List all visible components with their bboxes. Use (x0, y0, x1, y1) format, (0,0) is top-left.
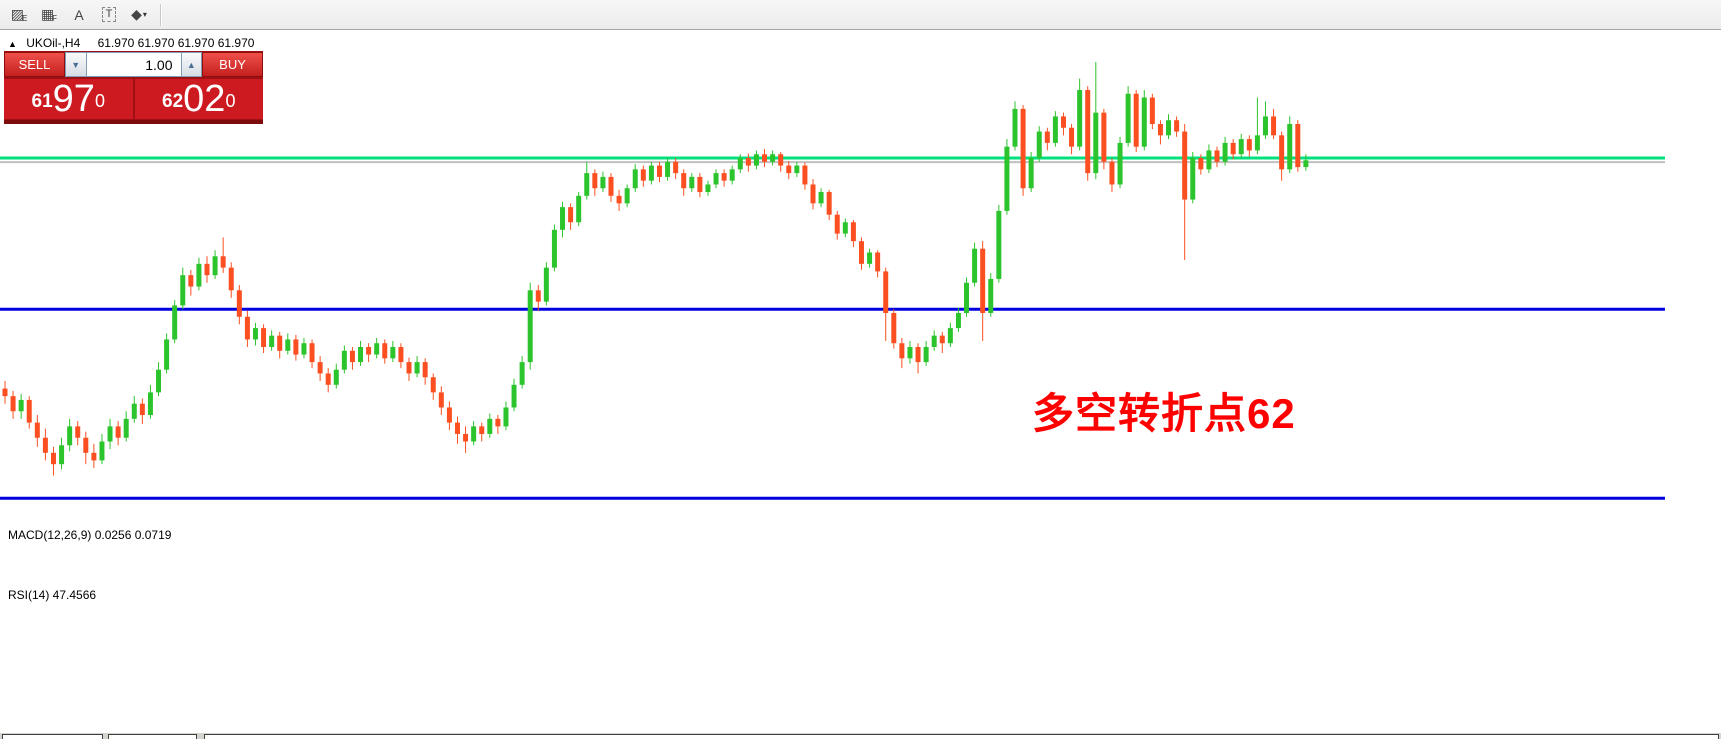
text-label-glyph: A (74, 6, 84, 23)
grid-glyph: ▦ (40, 6, 55, 22)
toolbar: ▨ E ▦ F A T ◆ ▾ (0, 0, 1721, 30)
volume-increase-button[interactable]: ▲ (180, 52, 203, 77)
ohlc-quotes: 61.970 61.970 61.970 61.970 (97, 36, 255, 50)
chart-objects-sub: E (21, 14, 28, 23)
macd-label: MACD(12,26,9) 0.0256 0.0719 (8, 528, 172, 542)
price-chart-canvas[interactable] (0, 31, 1665, 523)
toolbar-separator (160, 3, 162, 26)
text-box-icon[interactable]: T (95, 2, 123, 28)
chart-annotation-text: 多空转折点62 (1032, 390, 1296, 437)
sell-price-prefix: 61 (31, 91, 53, 112)
grid-icon[interactable]: ▦ F (35, 2, 63, 28)
buy-price-sup: 0 (225, 91, 236, 111)
buy-price-prefix: 62 (162, 91, 184, 112)
text-box-glyph: T (101, 7, 117, 22)
chart-tab-strip (0, 733, 1721, 739)
rsi-label: RSI(14) 47.4566 (8, 588, 97, 602)
grid-sub: F (52, 14, 58, 23)
sell-price-big: 97 (52, 78, 95, 120)
arrange-icon[interactable]: ◆ ▾ (125, 2, 153, 28)
sell-price[interactable]: 61 97 0 (4, 79, 133, 119)
arrange-glyph: ◆ (131, 6, 142, 22)
chart-tab[interactable] (108, 734, 197, 739)
trade-panel-footer (4, 120, 263, 124)
volume-input[interactable] (86, 52, 181, 77)
symbol-period-label: UKOil-,H4 (26, 36, 81, 50)
chart-tab[interactable] (2, 734, 103, 739)
buy-price-big: 02 (183, 78, 226, 120)
chart-objects-icon[interactable]: ▨ E (5, 2, 33, 28)
text-label-icon[interactable]: A (65, 2, 93, 28)
arrange-caret: ▾ (142, 10, 147, 19)
sell-price-sup: 0 (94, 91, 105, 111)
chart-tab[interactable] (204, 734, 1719, 739)
sell-button[interactable]: SELL (4, 52, 65, 77)
date-axis[interactable] (0, 710, 1721, 733)
buy-price[interactable]: 62 02 0 (134, 78, 263, 120)
volume-decrease-button[interactable]: ▼ (64, 52, 87, 77)
chart-title: ▲ UKOil-,H4 61.970 61.970 61.970 61.970 (8, 36, 254, 50)
buy-button[interactable]: BUY (202, 52, 263, 77)
chart-objects-glyph: ▨ (10, 6, 24, 22)
collapse-arrow-icon[interactable]: ▲ (8, 39, 17, 49)
